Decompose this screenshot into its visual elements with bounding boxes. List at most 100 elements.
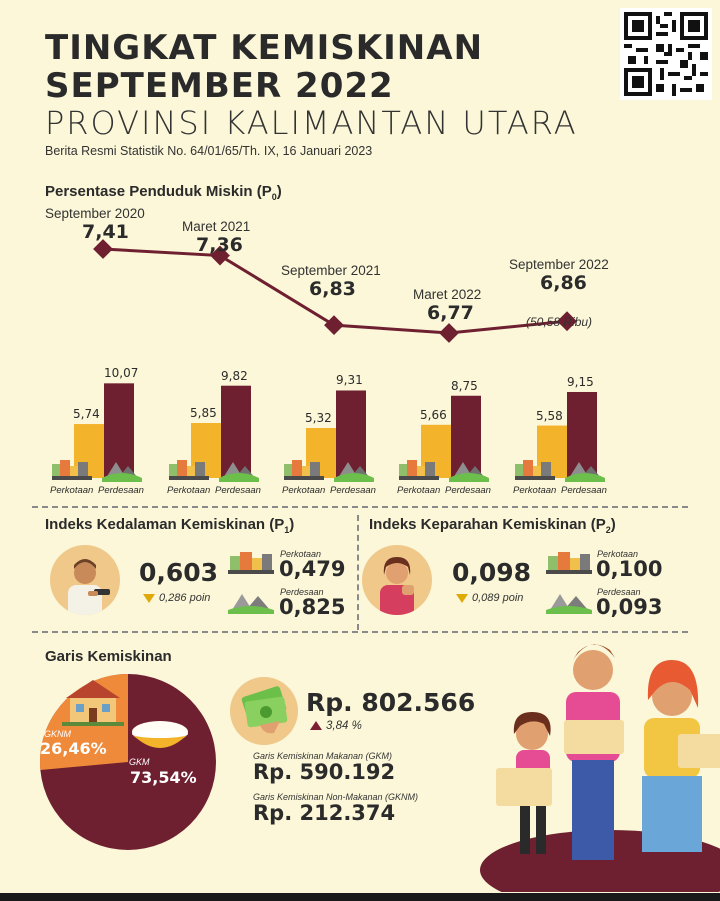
garis-total-change: 3,84 % <box>310 720 362 732</box>
money-icon <box>230 677 298 745</box>
village-icon <box>219 462 259 482</box>
divider-bottom <box>32 631 688 633</box>
p0-value-1: 7,36 <box>196 234 243 256</box>
p0-heading: Persentase Penduduk Miskin (P0) <box>45 183 282 202</box>
decrease-triangle-icon <box>143 593 155 603</box>
bar-rural-value-2: 9,31 <box>336 373 363 388</box>
p1-value: 0,603 <box>139 558 219 587</box>
gkm-caption: Garis Kemiskinan Makanan (GKM) <box>253 751 393 761</box>
qr-code-icon[interactable] <box>620 8 712 100</box>
village-icon <box>228 594 274 614</box>
gkm-pct: 73,54% <box>130 768 197 787</box>
p2-value: 0,098 <box>452 558 532 587</box>
increase-triangle-icon <box>310 721 322 731</box>
divider-top <box>32 506 688 508</box>
city-icon <box>399 460 439 480</box>
p2-urban-label: Perkotaan <box>597 549 639 559</box>
p0-population-note: (50,58 Ribu) <box>526 315 593 329</box>
p1-urban-value: 0,479 <box>279 557 346 581</box>
p0-label-4: September 2022 <box>509 257 609 272</box>
p2-change: 0,089 poin <box>456 592 523 604</box>
gkm-value: Rp. 590.192 <box>253 760 396 784</box>
p0-value-4: 6,86 <box>540 272 587 294</box>
village-icon <box>565 462 605 482</box>
p0-label-3: Maret 2022 <box>413 287 482 302</box>
woman-illustration <box>362 545 432 615</box>
bar-rural-value-0: 10,07 <box>104 366 139 381</box>
p0-line-chart <box>93 239 577 343</box>
bar-urban-value-2: 5,32 <box>305 410 332 425</box>
p0-point-0 <box>93 239 113 259</box>
bar-rural-4 <box>567 391 597 478</box>
bar-rural-0 <box>104 383 134 478</box>
p0-label-1: Maret 2021 <box>182 219 251 234</box>
bar-rural-3 <box>451 395 481 478</box>
bar-urban-value-3: 5,66 <box>420 407 447 422</box>
decrease-triangle-icon <box>456 593 468 603</box>
p0-value-0: 7,41 <box>82 221 129 243</box>
bar-urban-label-1: Perkotaan <box>167 485 211 496</box>
bottom-bar <box>0 893 720 901</box>
bar-rural-label-2: Perdesaan <box>330 485 376 496</box>
gknm-pct: 26,46% <box>40 739 107 758</box>
gknm-caption: Garis Kemiskinan Non-Makanan (GKNM) <box>253 792 419 802</box>
village-icon <box>334 462 374 482</box>
garis-heading: Garis Kemiskinan <box>45 648 172 665</box>
bar-rural-2 <box>336 390 366 478</box>
village-icon <box>546 594 592 614</box>
city-icon <box>284 460 324 480</box>
p0-point-3 <box>439 323 459 343</box>
gkm-label: GKM <box>129 757 150 767</box>
bar-rural-value-3: 8,75 <box>451 378 478 393</box>
bar-rural-label-4: Perdesaan <box>561 485 607 496</box>
p1-change: 0,286 poin <box>143 592 210 604</box>
p2-urban-value: 0,100 <box>596 557 663 581</box>
rice-bowl-icon <box>132 721 188 748</box>
house-icon <box>62 680 124 726</box>
p0-point-1 <box>210 245 230 266</box>
urban-rural-bar-chart <box>52 383 605 482</box>
city-icon <box>546 552 592 574</box>
bar-urban-label-3: Perkotaan <box>397 485 441 496</box>
bar-rural-label-1: Perdesaan <box>215 485 261 496</box>
p0-point-4 <box>557 311 577 332</box>
bar-rural-label-3: Perdesaan <box>445 485 491 496</box>
p2-heading: Indeks Keparahan Kemiskinan (P2) <box>369 516 616 535</box>
garis-total: Rp. 802.566 <box>306 688 476 717</box>
bar-rural-label-0: Perdesaan <box>98 485 144 496</box>
p0-label-0: September 2020 <box>45 206 145 221</box>
bar-rural-value-1: 9,82 <box>221 368 248 383</box>
bar-rural-1 <box>221 385 251 478</box>
gknm-value: Rp. 212.374 <box>253 801 396 825</box>
village-icon <box>102 462 142 482</box>
title-line-3: PROVINSI KALIMANTAN UTARA <box>45 104 578 142</box>
p0-label-2: September 2021 <box>281 263 381 278</box>
p0-point-2 <box>324 315 344 336</box>
title-line-1: TINGKAT KEMISKINAN <box>45 28 484 68</box>
gknm-label: GKNM <box>44 729 71 739</box>
bar-urban-value-0: 5,74 <box>73 407 100 422</box>
p0-value-2: 6,83 <box>309 278 356 300</box>
p1-rural-value: 0,825 <box>279 595 346 619</box>
bar-urban-label-2: Perkotaan <box>282 485 326 496</box>
bar-rural-value-4: 9,15 <box>567 374 594 389</box>
p2-rural-label: Perdesaan <box>597 587 641 597</box>
city-icon <box>169 460 209 480</box>
p1-urban-label: Perkotaan <box>280 549 322 559</box>
p0-value-3: 6,77 <box>427 302 474 324</box>
p1-heading: Indeks Kedalaman Kemiskinan (P1) <box>45 516 295 535</box>
village-icon <box>449 462 489 482</box>
bar-urban-label-4: Perkotaan <box>513 485 557 496</box>
family-illustration <box>480 644 720 892</box>
bar-urban-value-1: 5,85 <box>190 406 217 420</box>
p2-rural-value: 0,093 <box>596 595 663 619</box>
p1-rural-label: Perdesaan <box>280 587 324 597</box>
man-illustration <box>50 545 120 615</box>
subtitle: Berita Resmi Statistik No. 64/01/65/Th. … <box>45 144 373 158</box>
city-icon <box>52 460 92 480</box>
bar-urban-label-0: Perkotaan <box>50 485 94 496</box>
bar-urban-value-4: 5,58 <box>536 408 563 423</box>
city-icon <box>515 460 555 480</box>
divider-vertical <box>357 515 359 630</box>
city-icon <box>228 552 274 574</box>
